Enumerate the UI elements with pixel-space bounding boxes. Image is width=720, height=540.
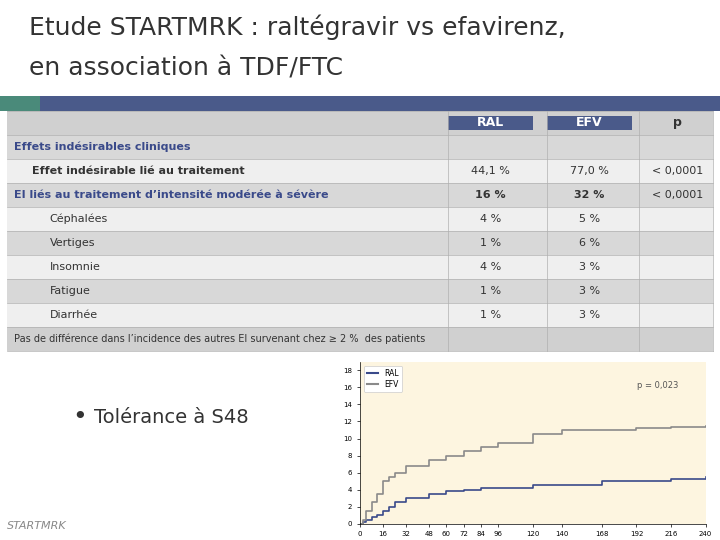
- RAL: [359, 519, 367, 525]
- Text: 3 %: 3 %: [579, 310, 600, 320]
- FancyBboxPatch shape: [7, 207, 713, 231]
- FancyBboxPatch shape: [7, 255, 713, 279]
- EFV: [425, 457, 433, 463]
- RAL: [425, 491, 433, 497]
- Text: p: p: [673, 116, 682, 129]
- Text: p = 0,023: p = 0,023: [636, 381, 678, 390]
- Text: 5 %: 5 %: [579, 214, 600, 224]
- EFV: [632, 425, 641, 431]
- FancyBboxPatch shape: [7, 183, 713, 207]
- Text: en association à TDF/FTC: en association à TDF/FTC: [29, 56, 343, 80]
- FancyBboxPatch shape: [7, 111, 713, 135]
- EFV: [701, 422, 710, 429]
- RAL: [390, 500, 399, 506]
- EFV: [557, 427, 566, 433]
- Text: Tolérance à S48: Tolérance à S48: [94, 408, 248, 427]
- RAL: [361, 516, 370, 523]
- RAL: [632, 478, 641, 484]
- RAL: [701, 474, 710, 480]
- Line: EFV: EFV: [360, 426, 706, 524]
- Text: Céphalées: Céphalées: [50, 214, 108, 224]
- EFV: [379, 478, 387, 484]
- Text: Pas de différence dans l’incidence des autres EI survenant chez ≥ 2 %  des patie: Pas de différence dans l’incidence des a…: [14, 334, 426, 344]
- FancyBboxPatch shape: [547, 116, 631, 130]
- FancyBboxPatch shape: [0, 96, 40, 111]
- FancyBboxPatch shape: [448, 116, 533, 130]
- EFV: [667, 424, 675, 431]
- EFV: [390, 469, 399, 476]
- EFV: [477, 444, 485, 450]
- Text: EFV: EFV: [576, 116, 603, 129]
- EFV: [459, 448, 468, 455]
- Text: RAL: RAL: [477, 116, 504, 129]
- RAL: [528, 482, 537, 489]
- RAL: [379, 508, 387, 514]
- RAL: [367, 514, 376, 520]
- RAL: [384, 503, 393, 510]
- Text: 1 %: 1 %: [480, 310, 501, 320]
- RAL: [494, 485, 503, 491]
- RAL: [442, 488, 451, 495]
- Text: Insomnie: Insomnie: [50, 262, 100, 272]
- FancyBboxPatch shape: [7, 303, 713, 327]
- FancyBboxPatch shape: [7, 159, 713, 183]
- RAL: [477, 485, 485, 491]
- EFV: [442, 453, 451, 459]
- EFV: [359, 516, 367, 523]
- EFV: [356, 521, 364, 527]
- EFV: [598, 427, 606, 433]
- FancyBboxPatch shape: [7, 231, 713, 255]
- FancyBboxPatch shape: [7, 135, 713, 159]
- Text: < 0,0001: < 0,0001: [652, 166, 703, 176]
- Line: RAL: RAL: [360, 477, 706, 524]
- RAL: [373, 512, 382, 518]
- RAL: [356, 521, 364, 527]
- FancyBboxPatch shape: [40, 96, 720, 111]
- Text: Effets indésirables cliniques: Effets indésirables cliniques: [14, 141, 191, 152]
- Text: < 0,0001: < 0,0001: [652, 190, 703, 200]
- Text: Fatigue: Fatigue: [50, 286, 91, 296]
- RAL: [557, 482, 566, 489]
- Text: 44,1 %: 44,1 %: [471, 166, 510, 176]
- EFV: [402, 463, 410, 469]
- Text: •: •: [72, 405, 86, 429]
- EFV: [384, 474, 393, 480]
- EFV: [373, 491, 382, 497]
- Text: Diarrhée: Diarrhée: [50, 310, 98, 320]
- Legend: RAL, EFV: RAL, EFV: [364, 366, 402, 392]
- Text: 1 %: 1 %: [480, 238, 501, 248]
- Text: 3 %: 3 %: [579, 262, 600, 272]
- Text: Effet indésirable lié au traitement: Effet indésirable lié au traitement: [32, 166, 245, 176]
- EFV: [367, 500, 376, 506]
- RAL: [459, 487, 468, 493]
- Text: 4 %: 4 %: [480, 262, 501, 272]
- Text: 4 %: 4 %: [480, 214, 501, 224]
- RAL: [667, 475, 675, 482]
- FancyBboxPatch shape: [7, 327, 713, 351]
- RAL: [598, 478, 606, 484]
- Text: 32 %: 32 %: [574, 190, 605, 200]
- EFV: [528, 431, 537, 437]
- Text: 6 %: 6 %: [579, 238, 600, 248]
- EFV: [494, 440, 503, 446]
- Text: EI liés au traitement d’intensité modérée à sévère: EI liés au traitement d’intensité modéré…: [14, 190, 329, 200]
- Text: 1 %: 1 %: [480, 286, 501, 296]
- Text: 3 %: 3 %: [579, 286, 600, 296]
- Text: Vertiges: Vertiges: [50, 238, 95, 248]
- EFV: [361, 508, 370, 514]
- RAL: [402, 495, 410, 502]
- Text: 16 %: 16 %: [475, 190, 506, 200]
- Text: STARTMRK: STARTMRK: [7, 521, 67, 530]
- Text: 77,0 %: 77,0 %: [570, 166, 608, 176]
- FancyBboxPatch shape: [7, 279, 713, 303]
- Text: Etude STARTMRK : raltégravir vs efavirenz,: Etude STARTMRK : raltégravir vs efaviren…: [29, 15, 565, 40]
